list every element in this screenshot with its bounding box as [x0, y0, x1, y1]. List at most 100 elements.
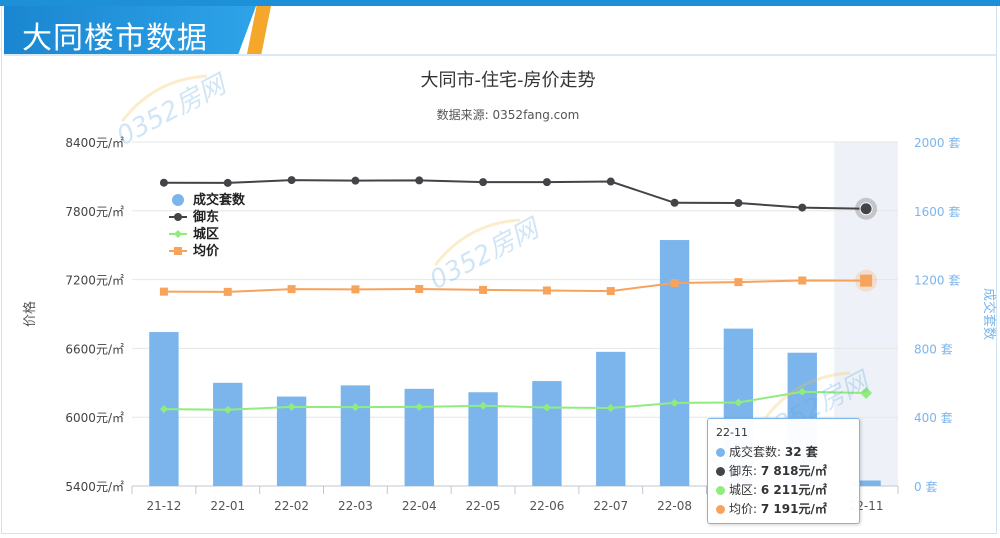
- tooltip-sep: :: [753, 502, 761, 516]
- series-line: [163, 279, 867, 293]
- x-tick-label: 22-02: [274, 499, 309, 513]
- legend-marker: [174, 247, 182, 255]
- data-point: [479, 401, 488, 410]
- header-title: 大同楼市数据: [22, 21, 208, 56]
- data-point: [223, 405, 232, 414]
- data-point: [351, 285, 360, 294]
- y-right-axis-title: 成交套数: [981, 288, 997, 340]
- tooltip-label: 城区: [729, 483, 754, 497]
- y-right-tick-label: 0 套: [914, 480, 937, 494]
- y-left-axis-title: 价格: [22, 301, 38, 327]
- tooltip-value: 6 211元/㎡: [760, 483, 827, 497]
- tooltip: 22-11 成交套数: 32 套 御东: 7 818元/㎡ 城区: 6 211元…: [707, 418, 860, 524]
- tooltip-header: 22-11: [716, 426, 748, 439]
- y-left-tick-label: 8400元/㎡: [65, 136, 124, 150]
- legend-item-label: 均价: [193, 243, 220, 259]
- bar: [851, 480, 881, 486]
- y-left-tick-label: 7800元/㎡: [65, 205, 124, 219]
- data-point: [159, 405, 168, 414]
- x-tick-label: 22-01: [210, 499, 245, 513]
- watermark-swoosh-icon: [121, 74, 208, 123]
- y-right-tick-label: 800 套: [914, 342, 953, 356]
- tooltip-sep: :: [753, 483, 761, 497]
- data-point: [415, 176, 424, 185]
- tooltip-sep: :: [777, 445, 785, 459]
- bar: [659, 240, 690, 486]
- chart-title: 大同市-住宅-房价走势: [421, 70, 596, 91]
- data-point: [287, 285, 296, 294]
- legend-item-label: 御东: [192, 209, 219, 225]
- data-point: [479, 285, 488, 294]
- data-point: [542, 178, 551, 187]
- tooltip-label: 均价: [729, 502, 754, 516]
- tooltip-row-volume: 成交套数: 32 套: [716, 443, 851, 462]
- data-point: [415, 402, 424, 411]
- legend-item-label: 城区: [193, 226, 219, 242]
- bar: [596, 351, 626, 486]
- watermark-swoosh-icon: [434, 218, 521, 267]
- tooltip-sep: :: [753, 464, 761, 478]
- data-point: [606, 287, 615, 296]
- series-line: [163, 390, 867, 411]
- data-point: [606, 177, 615, 186]
- data-point: [542, 286, 551, 295]
- top-accent-line: [0, 0, 1000, 6]
- yudong-dot-icon: [716, 467, 725, 476]
- data-point: [798, 387, 807, 396]
- x-tick-label: 22-05: [466, 499, 501, 513]
- tooltip-label: 成交套数: [729, 445, 778, 459]
- data-point: [351, 403, 360, 412]
- legend-symbol: [172, 194, 184, 206]
- chengqu-dot-icon: [716, 486, 725, 495]
- x-tick-label: 22-04: [402, 499, 437, 513]
- tooltip-row-yudong: 御东: 7 818元/㎡: [716, 462, 851, 481]
- watermark: 0352房网: [425, 213, 546, 296]
- data-point: [734, 199, 743, 208]
- data-point: [670, 398, 679, 407]
- data-point: [415, 285, 424, 294]
- y-left-tick-label: 5400元/㎡: [65, 480, 124, 494]
- y-left-tick-label: 6000元/㎡: [65, 411, 124, 425]
- tooltip-label: 御东: [729, 464, 754, 478]
- tooltip-value: 7 818元/㎡: [760, 464, 827, 478]
- data-point: [479, 178, 488, 187]
- volume-dot-icon: [716, 448, 725, 457]
- data-point: [223, 287, 232, 296]
- chart-subtitle: 数据来源: 0352fang.com: [437, 107, 580, 122]
- x-tick-label: 22-06: [529, 499, 564, 513]
- data-point: [159, 287, 168, 296]
- data-point: [798, 276, 807, 285]
- watermark-swoosh-icon: [764, 371, 851, 420]
- legend-marker: [174, 213, 182, 221]
- bar: [532, 381, 562, 486]
- y-left-tick-label: 7200元/㎡: [65, 274, 124, 288]
- legend-marker: [174, 230, 182, 238]
- tooltip-value: 32 套: [784, 445, 818, 459]
- data-point: [859, 202, 873, 216]
- data-point: [351, 176, 360, 185]
- data-point: [734, 398, 743, 407]
- data-point: [287, 176, 296, 185]
- y-right-tick-label: 2000 套: [914, 136, 960, 150]
- watermark: 0352房网: [112, 69, 233, 152]
- data-point: [159, 178, 168, 187]
- y-right-tick-label: 400 套: [914, 411, 953, 425]
- data-point: [223, 178, 232, 187]
- data-point: [798, 203, 807, 212]
- tooltip-row-average: 均价: 7 191元/㎡: [716, 500, 851, 519]
- tooltip-row-chengqu: 城区: 6 211元/㎡: [716, 481, 851, 500]
- legend-item-label: 成交套数: [193, 192, 246, 208]
- data-point: [287, 402, 296, 411]
- data-point: [860, 387, 873, 400]
- tooltip-value: 7 191元/㎡: [760, 502, 827, 516]
- data-point: [860, 274, 873, 287]
- x-tick-label: 22-07: [593, 499, 628, 513]
- bar: [213, 382, 243, 486]
- header-tab: [4, 6, 256, 54]
- average-dot-icon: [716, 505, 725, 514]
- bar: [340, 385, 371, 486]
- bar: [276, 396, 307, 486]
- header-underline: [4, 54, 996, 56]
- x-tick-label: 21-12: [146, 499, 181, 513]
